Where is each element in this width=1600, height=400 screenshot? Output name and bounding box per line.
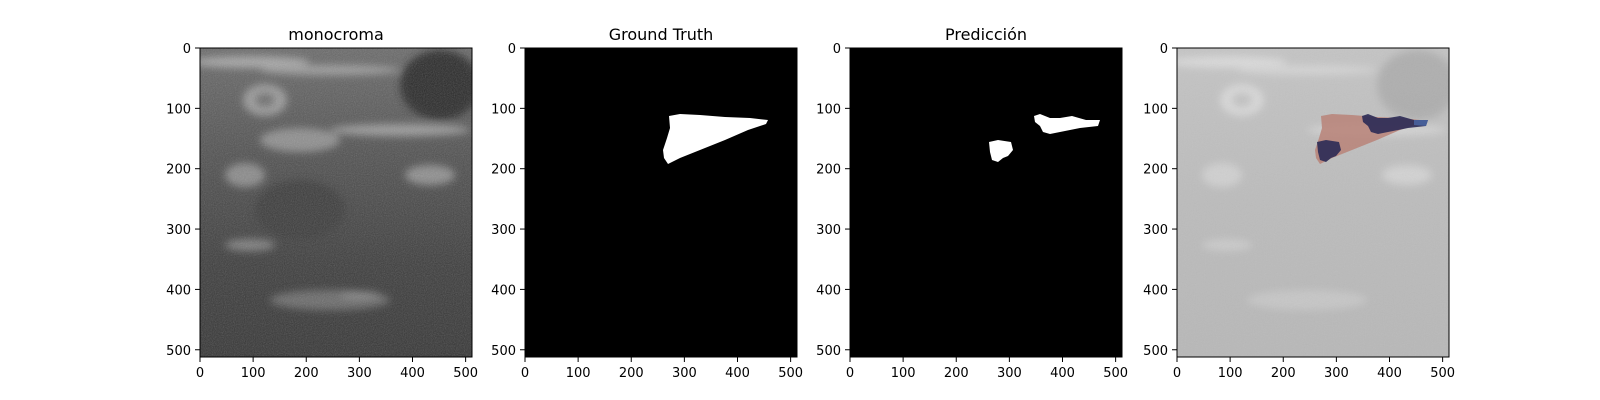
y-tick-label: 0 — [1160, 42, 1168, 57]
y-tick-label: 400 — [491, 283, 516, 298]
ground-truth-mask-background — [525, 48, 797, 357]
axes-frame — [849, 47, 1123, 358]
x-tick-label: 300 — [672, 366, 697, 381]
axis-ticks: 0 100 200 300 400 500 0 100 200 300 400 500 0 100 200 3… — [166, 42, 1455, 381]
x-tick-label: 500 — [1430, 366, 1455, 381]
y-tick-label: 500 — [1143, 344, 1168, 359]
panel-overlay — [1176, 47, 1450, 358]
x-tick-label: 100 — [566, 366, 591, 381]
axes-frame — [524, 47, 798, 358]
x-tick-label: 400 — [1377, 366, 1402, 381]
grayscale-ultrasound-image — [200, 48, 472, 357]
x-tick-label: 200 — [1271, 366, 1296, 381]
y-tick-label: 500 — [166, 344, 191, 359]
y-tick-label: 400 — [1143, 283, 1168, 298]
x-tick-label: 100 — [1218, 366, 1243, 381]
x-tick-label: 400 — [725, 366, 750, 381]
y-tick-label: 200 — [491, 163, 516, 178]
x-tick-label: 300 — [1324, 366, 1349, 381]
x-tick-label: 300 — [997, 366, 1022, 381]
x-tick-label: 200 — [944, 366, 969, 381]
x-tick-label: 500 — [453, 366, 478, 381]
y-tick-label: 300 — [1143, 223, 1168, 238]
y-tick-label: 0 — [833, 42, 841, 57]
prediction-mask-background — [850, 48, 1122, 357]
x-tick-label: 100 — [891, 366, 916, 381]
y-tick-label: 100 — [491, 102, 516, 117]
panel-prediccion: Predicción — [849, 25, 1123, 358]
x-tick-label: 400 — [400, 366, 425, 381]
x-tick-label: 0 — [196, 366, 204, 381]
x-tick-label: 200 — [619, 366, 644, 381]
y-tick-label: 300 — [816, 223, 841, 238]
x-tick-label: 100 — [241, 366, 266, 381]
y-tick-label: 100 — [816, 102, 841, 117]
x-tick-label: 500 — [778, 366, 803, 381]
axes-frame — [199, 47, 473, 358]
panel-monocroma: monocroma — [199, 25, 473, 358]
axes-frame — [1176, 47, 1450, 358]
x-tick-label: 400 — [1050, 366, 1075, 381]
panel-title: Predicción — [945, 25, 1027, 44]
y-tick-label: 300 — [166, 223, 191, 238]
ground-truth-mask-region — [663, 114, 768, 164]
x-tick-label: 0 — [521, 366, 529, 381]
panel-ground-truth: Ground Truth — [524, 25, 798, 358]
overlay-prediction-region — [1362, 114, 1428, 134]
x-tick-label: 0 — [846, 366, 854, 381]
y-tick-label: 100 — [166, 102, 191, 117]
y-tick-label: 500 — [816, 344, 841, 359]
y-tick-label: 400 — [166, 283, 191, 298]
overlay-ultrasound-image — [1177, 48, 1449, 357]
panel-title: monocroma — [288, 25, 384, 44]
y-tick-label: 400 — [816, 283, 841, 298]
y-tick-label: 100 — [1143, 102, 1168, 117]
y-tick-label: 200 — [1143, 163, 1168, 178]
prediction-mask-region — [989, 140, 1013, 162]
panel-title: Ground Truth — [609, 25, 714, 44]
y-tick-label: 300 — [491, 223, 516, 238]
x-tick-label: 200 — [294, 366, 319, 381]
x-tick-label: 500 — [1103, 366, 1128, 381]
x-tick-label: 0 — [1173, 366, 1181, 381]
y-tick-label: 0 — [183, 42, 191, 57]
x-tick-label: 300 — [347, 366, 372, 381]
overlay-prediction-region — [1317, 140, 1341, 162]
y-tick-label: 0 — [508, 42, 516, 57]
y-tick-label: 500 — [491, 344, 516, 359]
prediction-mask-region — [1034, 114, 1100, 134]
y-tick-label: 200 — [816, 163, 841, 178]
y-tick-label: 200 — [166, 163, 191, 178]
